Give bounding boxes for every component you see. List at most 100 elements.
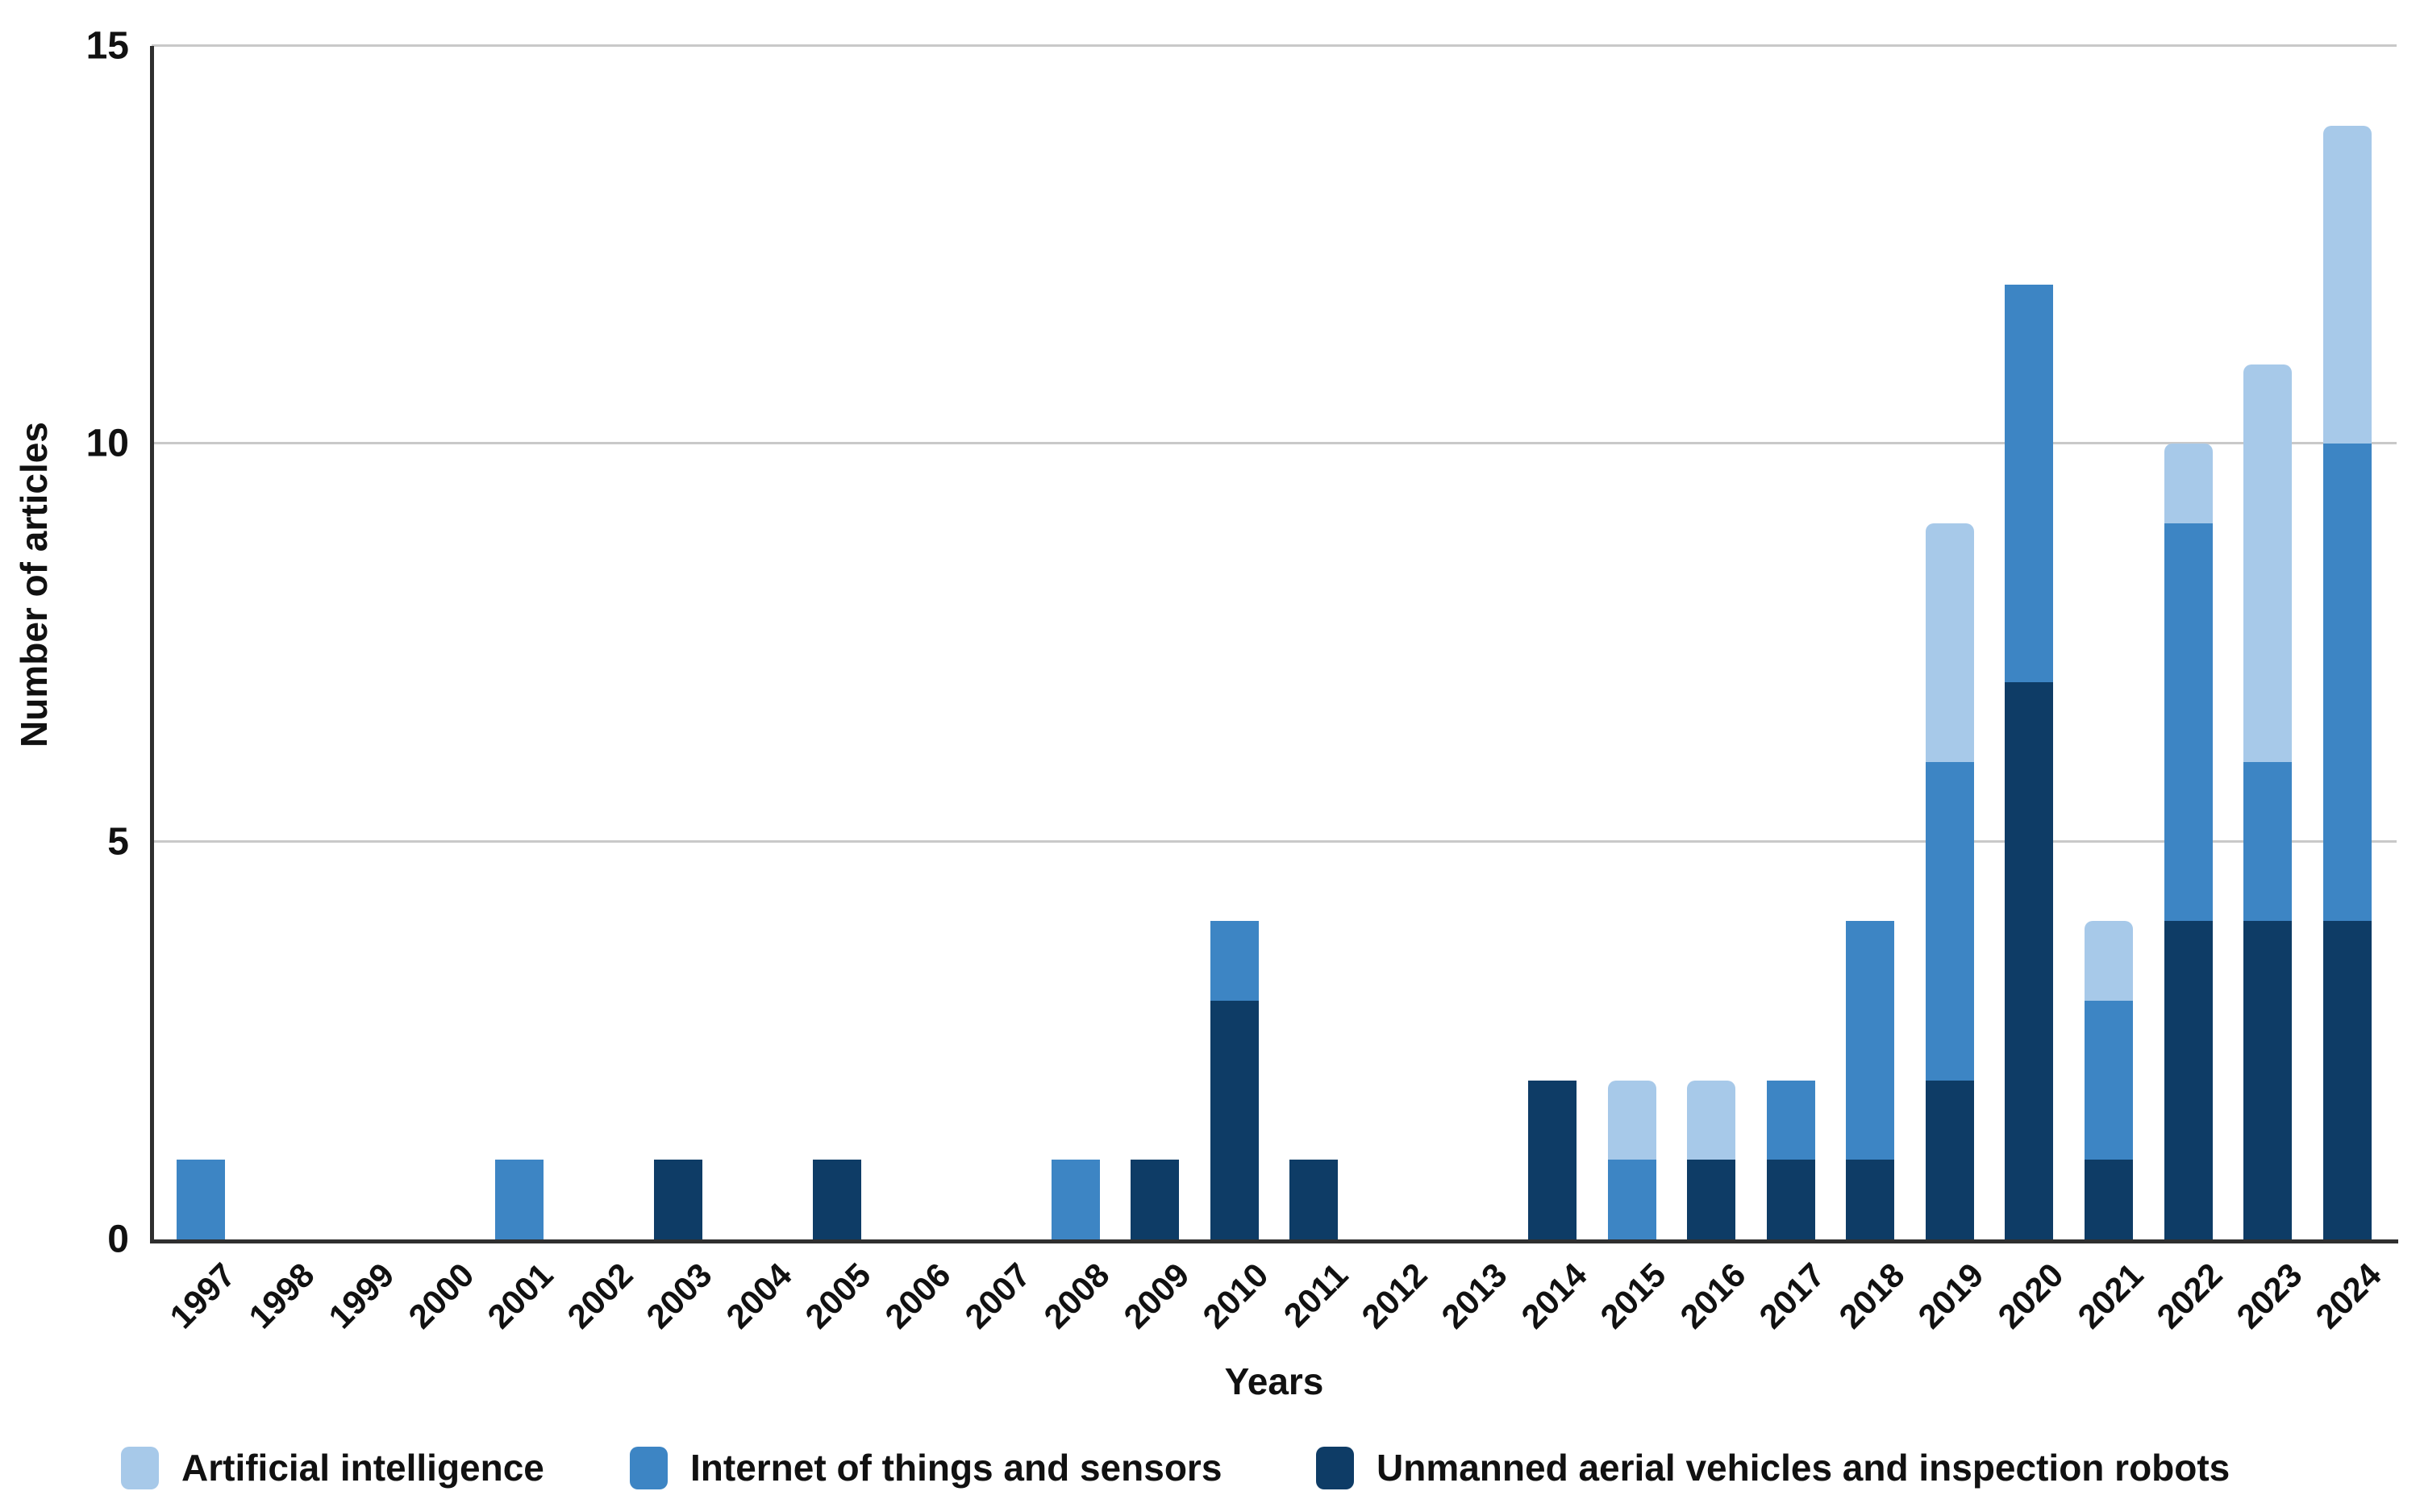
bar-segment: [2322, 125, 2372, 444]
bar-2011: [1289, 1160, 1339, 1239]
bar-segment: [1051, 1160, 1100, 1239]
x-tick-2021: 2021: [2069, 1256, 2151, 1336]
x-tick-2009: 2009: [1116, 1256, 1197, 1336]
x-tick-2024: 2024: [2308, 1256, 2389, 1336]
bar-segment: [1766, 1080, 1815, 1160]
bar-2005: [812, 1160, 861, 1239]
bar-segment: [494, 1160, 544, 1239]
x-tick-2019: 2019: [1910, 1256, 1992, 1336]
bar-2003: [653, 1160, 702, 1239]
bar-segment: [2164, 444, 2213, 523]
x-tick-2022: 2022: [2149, 1256, 2230, 1336]
x-tick-1997: 1997: [162, 1256, 243, 1336]
legend-item: Artificial intelligence: [121, 1446, 544, 1489]
y-tick-5: 5: [107, 820, 129, 864]
y-tick-15: 15: [85, 24, 129, 68]
bar-segment: [2085, 1160, 2133, 1239]
bar-2010: [1210, 921, 1259, 1239]
bar-segment: [1210, 921, 1259, 1001]
bar-2021: [2085, 921, 2133, 1239]
bar-2001: [494, 1160, 544, 1239]
bar-segment: [2243, 921, 2293, 1239]
bar-segment: [1925, 762, 1974, 1081]
bar-segment: [1925, 1080, 1974, 1239]
bar-segment: [1687, 1080, 1736, 1160]
y-axis-title: Number of articles: [13, 422, 55, 748]
x-tick-2006: 2006: [877, 1256, 958, 1336]
legend-label: Internet of things and sensors: [690, 1447, 1222, 1489]
bar-2015: [1607, 1080, 1656, 1239]
bar-2009: [1131, 1160, 1180, 1239]
x-tick-2007: 2007: [956, 1256, 1038, 1336]
legend: Artificial intelligence Internet of thing…: [0, 1446, 2420, 1491]
x-tick-1999: 1999: [321, 1256, 402, 1336]
gridline-5: [152, 839, 2397, 843]
bar-2019: [1925, 523, 1974, 1239]
x-tick-2001: 2001: [480, 1256, 560, 1336]
bar-segment: [2164, 523, 2213, 922]
bar-2017: [1766, 1080, 1815, 1239]
bar-segment: [1131, 1160, 1180, 1239]
x-tick-2000: 2000: [400, 1256, 481, 1336]
x-tick-2011: 2011: [1276, 1256, 1356, 1335]
bar-segment: [1846, 921, 1895, 1160]
bar-2008: [1051, 1160, 1100, 1239]
x-tick-2004: 2004: [719, 1256, 799, 1336]
bar-segment: [2005, 682, 2054, 1239]
bar-2018: [1846, 921, 1895, 1239]
legend-label: Unmanned aerial vehicles and inspection …: [1377, 1447, 2230, 1489]
bar-segment: [2005, 285, 2054, 683]
x-axis-line: [150, 1239, 2398, 1243]
bar-segment: [1846, 1160, 1895, 1239]
bar-segment: [2322, 921, 2372, 1239]
legend-swatch-icon: [630, 1446, 668, 1489]
x-tick-2016: 2016: [1672, 1256, 1753, 1336]
bar-2016: [1687, 1080, 1736, 1239]
y-tick-0: 0: [107, 1218, 129, 1261]
x-tick-2002: 2002: [560, 1256, 640, 1336]
legend-swatch-icon: [121, 1446, 159, 1489]
bar-2024: [2322, 125, 2372, 1239]
bar-segment: [1766, 1160, 1815, 1239]
bar-segment: [2243, 364, 2293, 762]
bar-segment: [2243, 762, 2293, 922]
bar-2020: [2005, 285, 2054, 1239]
legend-label: Artificial intelligence: [181, 1447, 544, 1489]
bar-1997: [177, 1160, 226, 1239]
bar-segment: [2085, 921, 2133, 1001]
bar-2023: [2243, 364, 2293, 1239]
x-tick-1998: 1998: [241, 1256, 323, 1336]
bar-segment: [1687, 1160, 1736, 1239]
bar-segment: [1289, 1160, 1339, 1239]
y-axis-line: [150, 46, 154, 1239]
x-tick-2013: 2013: [1434, 1256, 1514, 1336]
legend-swatch-icon: [1316, 1446, 1354, 1489]
plot-area: 0 5 10 15 1997 1998 1999 2000 2001 2002 2003 2004 2…: [86, 25, 2398, 1335]
gridline-15: [152, 44, 2397, 47]
x-tick-2017: 2017: [1751, 1256, 1832, 1336]
bar-segment: [1210, 1001, 1259, 1239]
x-tick-2015: 2015: [1593, 1256, 1673, 1336]
bar-segment: [1528, 1080, 1577, 1239]
bar-2014: [1528, 1080, 1577, 1239]
bar-segment: [2164, 921, 2213, 1239]
x-tick-2014: 2014: [1513, 1256, 1594, 1336]
x-tick-2008: 2008: [1036, 1256, 1117, 1336]
legend-item: Unmanned aerial vehicles and inspection …: [1316, 1446, 2230, 1489]
x-tick-2023: 2023: [2229, 1256, 2310, 1336]
bar-segment: [2085, 1001, 2133, 1160]
x-tick-2005: 2005: [798, 1256, 879, 1336]
y-tick-10: 10: [85, 422, 129, 465]
x-tick-2012: 2012: [1354, 1256, 1435, 1336]
bar-2022: [2164, 444, 2213, 1239]
bar-segment: [812, 1160, 861, 1239]
x-tick-2003: 2003: [639, 1256, 719, 1336]
x-axis-title: Years: [1224, 1360, 1324, 1402]
bar-segment: [2322, 444, 2372, 922]
bar-segment: [653, 1160, 702, 1239]
bar-segment: [1925, 523, 1974, 762]
gridline-10: [152, 442, 2397, 445]
x-tick-2018: 2018: [1831, 1256, 1912, 1336]
legend-item: Internet of things and sensors: [630, 1446, 1222, 1489]
